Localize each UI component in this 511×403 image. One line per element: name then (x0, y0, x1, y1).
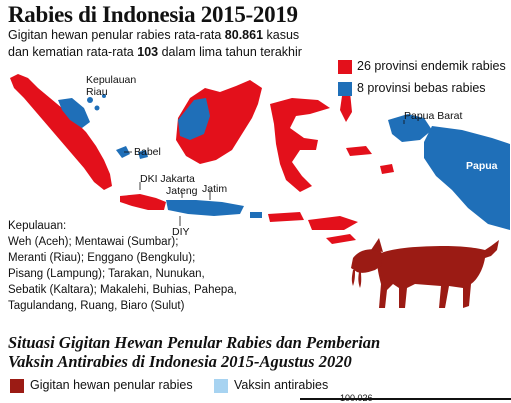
babel-shape (116, 146, 130, 158)
subtitle-line-1: Gigitan hewan penular rabies rata-rata 8… (8, 28, 299, 42)
belitung-shape (138, 150, 148, 159)
chart-legend-label-vaccine: Vaksin antirabies (234, 378, 329, 392)
kepulauan-line: Pisang (Lampung); Tarakan, Nunukan, (8, 268, 205, 280)
java-central-east-shape (166, 200, 244, 216)
timor-shape (326, 234, 356, 244)
label-kepulauan-riau: Kepulauan Riau (86, 74, 137, 98)
label-jatim: Jatim (202, 183, 228, 195)
kepulauan-line: Meranti (Riau); Enggano (Bengkulu); (8, 252, 196, 264)
label-papua-barat: Papua Barat (404, 110, 463, 122)
legend-swatch-free (338, 82, 352, 96)
legend-label-endemic: 26 provinsi endemik rabies (357, 59, 506, 73)
sumatra-shape (10, 74, 112, 190)
kepulauan-line: Weh (Aceh); Mentawai (Sumbar); (8, 236, 179, 248)
subtitle-value: 80.861 (224, 28, 264, 42)
label-dki-jakarta: DKI Jakarta (140, 173, 195, 185)
chart-legend-swatch-vaccine (214, 379, 228, 393)
subtitle-text: kasus (263, 28, 300, 42)
section-title-line-2: Vaksin Antirabies di Indonesia 2015-Agus… (8, 352, 352, 371)
kepri-island-3 (102, 94, 106, 98)
papua-barat-shape (388, 114, 432, 142)
kepri-island-1 (87, 97, 93, 103)
ntb-shape (268, 212, 304, 222)
chart-bar-stub (300, 398, 511, 400)
kepulauan-line: Tagulandang, Ruang, Biaro (Sulut) (8, 300, 185, 312)
riau-free-shape (58, 98, 90, 128)
kalbar-free-shape (178, 98, 210, 140)
legend-swatch-endemic (338, 60, 352, 74)
bali-shape (250, 212, 262, 218)
papua-shape (424, 126, 510, 230)
maluku-north-shape (340, 92, 352, 122)
maluku-small-shape (380, 164, 394, 174)
legend-label-free: 8 provinsi bebas rabies (357, 81, 486, 95)
kepri-island-2 (94, 105, 100, 111)
map-title: Rabies di Indonesia 2015-2019 (8, 2, 298, 27)
subtitle-line-2: dan kematian rata-rata 103 dalam lima ta… (8, 45, 302, 59)
kepulauan-line: Sebatik (Kaltara); Makalehi, Buhias, Pah… (8, 284, 237, 296)
subtitle-text: Gigitan hewan penular rabies rata-rata (8, 28, 225, 42)
ntt-shape (308, 216, 358, 230)
subtitle-text: dan kematian rata-rata (8, 45, 138, 59)
chart-legend-label-bites: Gigitan hewan penular rabies (30, 378, 193, 392)
label-papua: Papua (466, 160, 498, 172)
chart-legend-swatch-bites (10, 379, 24, 393)
dog-icon (351, 238, 499, 308)
sulawesi-shape (270, 98, 330, 192)
subtitle-text: dalam lima tahun terakhir (158, 45, 302, 59)
subtitle-value: 103 (137, 45, 159, 59)
kepulauan-title: Kepulauan: (8, 220, 67, 232)
label-diy: DIY (172, 226, 190, 238)
section-title-line-1: Situasi Gigitan Hewan Penular Rabies dan… (8, 333, 381, 352)
label-babel: Babel (134, 146, 161, 158)
label-jateng: Jateng (166, 185, 198, 197)
java-west-shape (120, 194, 166, 210)
maluku-shape (346, 146, 372, 156)
